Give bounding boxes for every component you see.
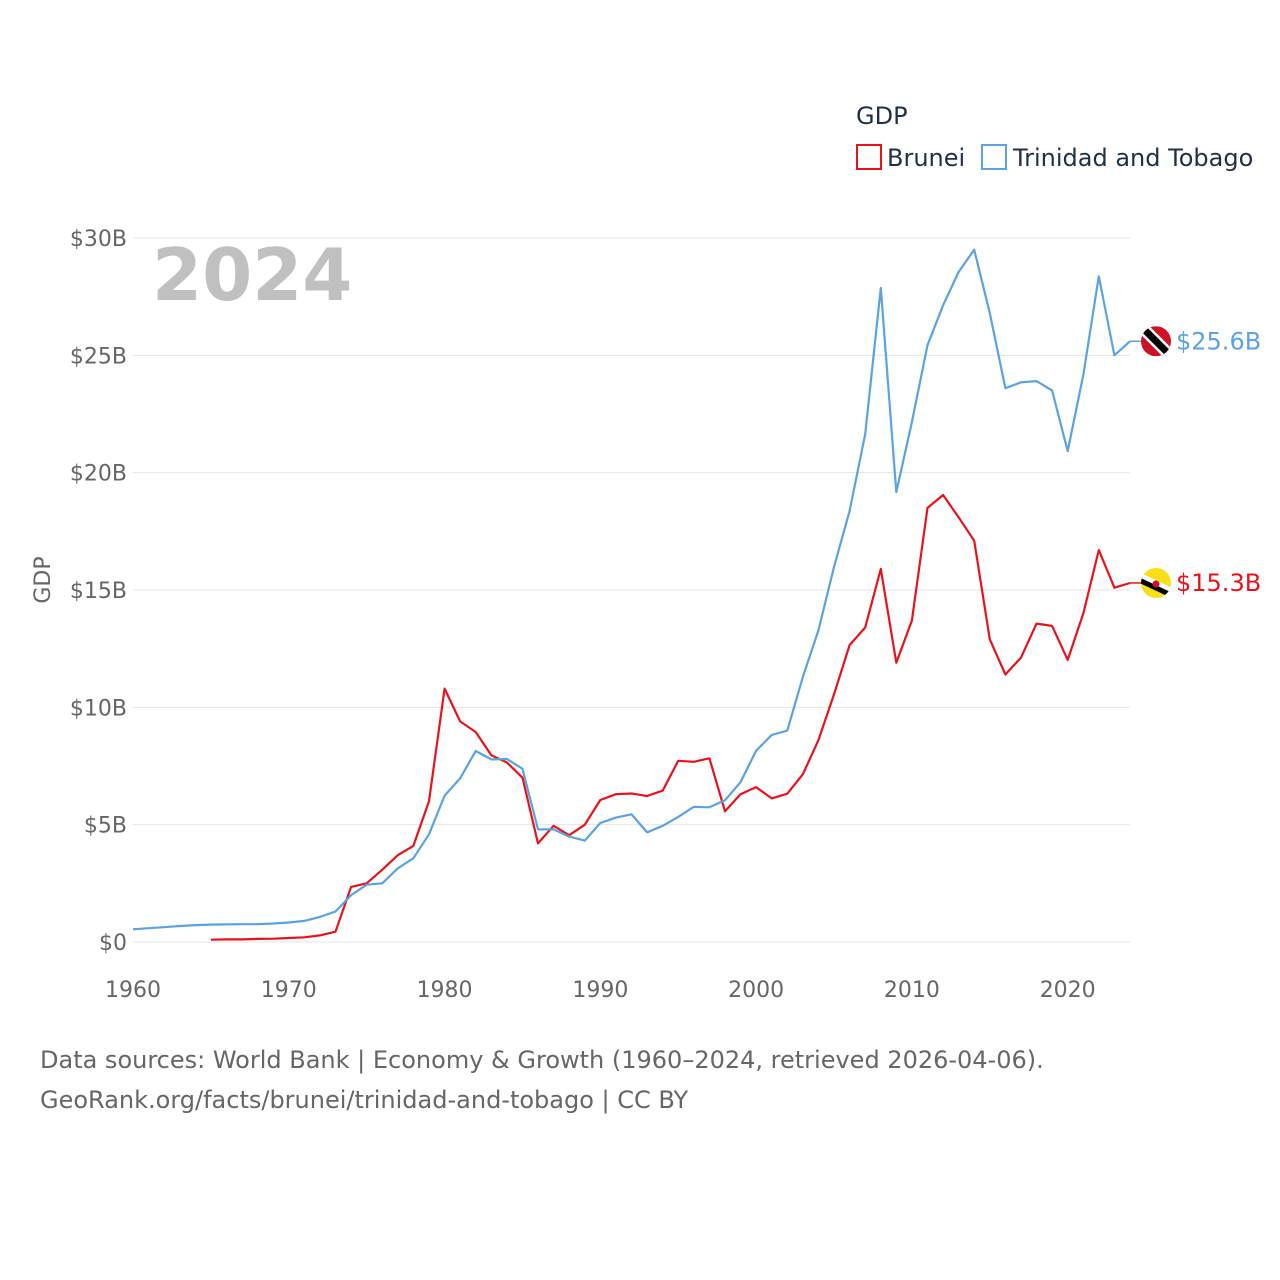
y-tick-label: $5B xyxy=(84,814,127,839)
y-tick-label: $25B xyxy=(70,344,127,369)
y-axis-title: GDP xyxy=(31,556,56,603)
end-value-label-brunei: $15.3B xyxy=(1176,569,1261,597)
grid-layer xyxy=(133,237,1130,943)
legend: GDP Brunei Trinidad and Tobago xyxy=(856,102,1253,172)
x-tick-label: 2010 xyxy=(884,978,940,1003)
x-tick-label: 1990 xyxy=(572,978,628,1003)
x-tick-label: 1970 xyxy=(261,978,317,1003)
legend-label-brunei: Brunei xyxy=(887,144,965,172)
y-axis: $0 $5B $10B $15B $20B $25B $30B xyxy=(70,227,127,956)
x-tick-label: 2020 xyxy=(1040,978,1096,1003)
end-value-label-trinidad-and-tobago: $25.6B xyxy=(1176,327,1261,355)
y-tick-label: $20B xyxy=(70,462,127,487)
y-tick-label: $15B xyxy=(70,579,127,604)
series-line-trinidad-and-tobago[interactable] xyxy=(132,248,1131,931)
legend-item-brunei[interactable]: Brunei xyxy=(856,144,965,172)
brunei-flag-icon xyxy=(1141,567,1171,598)
legend-label-trinidad-and-tobago: Trinidad and Tobago xyxy=(1012,144,1253,172)
source-line-1: Data sources: World Bank | Economy & Gro… xyxy=(40,1046,1044,1074)
y-tick-label: $10B xyxy=(70,696,127,721)
y-tick-label: $0 xyxy=(99,931,127,956)
x-tick-label: 1980 xyxy=(417,978,473,1003)
end-markers: $15.3B $25.6B xyxy=(1130,326,1261,598)
x-tick-label: 2000 xyxy=(728,978,784,1003)
y-tick-label: $30B xyxy=(70,227,127,252)
trinidad-and-tobago-flag-icon xyxy=(1141,326,1171,357)
legend-title: GDP xyxy=(856,102,908,130)
current-year-label: 2024 xyxy=(152,233,352,317)
x-tick-label: 1960 xyxy=(105,978,161,1003)
series-layer xyxy=(132,248,1131,941)
source-line-2: GeoRank.org/facts/brunei/trinidad-and-to… xyxy=(40,1086,689,1114)
legend-swatch-trinidad-and-tobago xyxy=(981,144,1007,170)
x-axis: 1960 1970 1980 1990 2000 2010 2020 xyxy=(105,978,1096,1003)
legend-item-trinidad-and-tobago[interactable]: Trinidad and Tobago xyxy=(981,144,1253,172)
legend-swatch-brunei xyxy=(856,144,882,170)
series-line-brunei[interactable] xyxy=(210,493,1131,941)
